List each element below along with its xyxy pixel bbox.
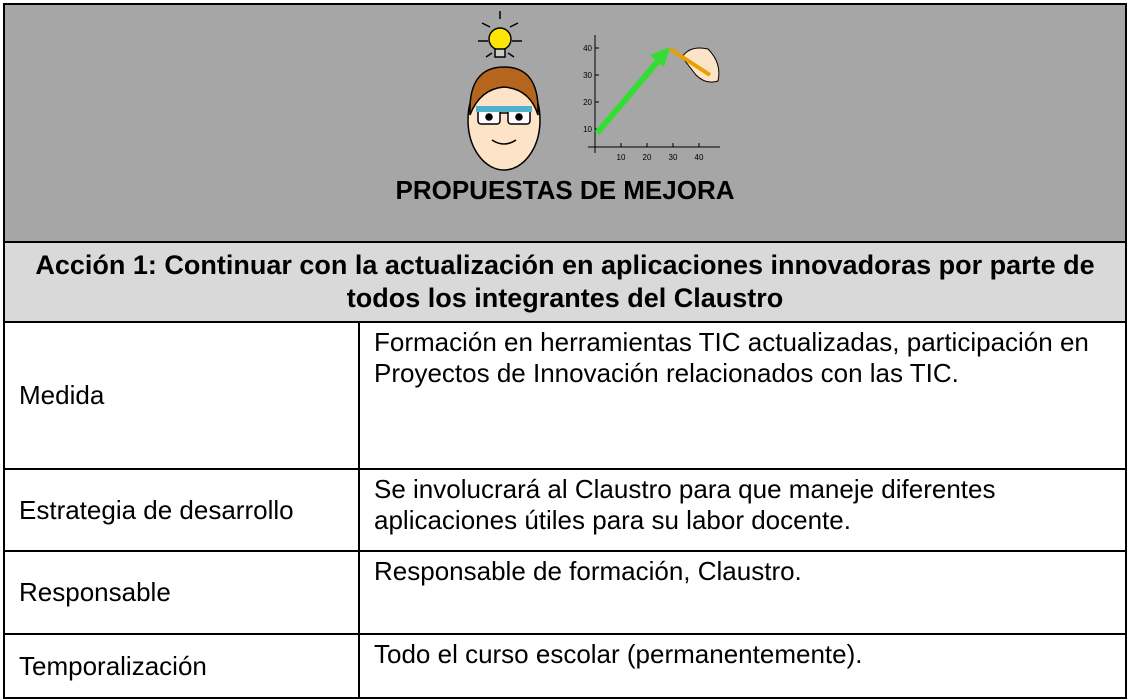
illustration: 10 20 30 40 10 20 30 40 [467,11,720,171]
chart-icon-tick: 30 [583,71,592,80]
row-content: Se involucrará al Claustro para que mane… [358,468,1127,552]
row-content: Formación en herramientas TIC actualizad… [358,321,1127,470]
chart-icon-tick: 10 [583,125,592,134]
chart-icon-tick: 20 [643,153,652,162]
face [467,66,541,171]
row-label: Estrategia de desarrollo [3,468,360,552]
chart-icon-tick: 40 [695,153,704,162]
chart-icon-tick: 40 [583,44,592,53]
bulb [478,11,522,58]
row-content: Todo el curso escolar (permanentemente). [358,633,1127,699]
header-cell: 10 20 30 40 10 20 30 40 PROPUESTAS DE MEJORA [3,3,1127,243]
proposal-table: 10 20 30 40 10 20 30 40 PROPUESTAS DE MEJORA Ac… [3,3,1127,699]
growth-chart [588,35,720,153]
chart-icon-tick: 20 [583,98,592,107]
chart-icon-tick: 30 [669,153,678,162]
document: 10 20 30 40 10 20 30 40 PROPUESTAS DE MEJORA Ac… [3,3,1127,699]
action-title: Acción 1: Continuar con la actualización… [3,241,1127,323]
chart-icon-tick: 10 [617,153,626,162]
row-label: Responsable [3,550,360,635]
row-label: Medida [3,321,360,470]
row-content: Responsable de formación, Claustro. [358,550,1127,635]
row-label: Temporalización [3,633,360,699]
header-title: PROPUESTAS DE MEJORA [395,175,735,205]
